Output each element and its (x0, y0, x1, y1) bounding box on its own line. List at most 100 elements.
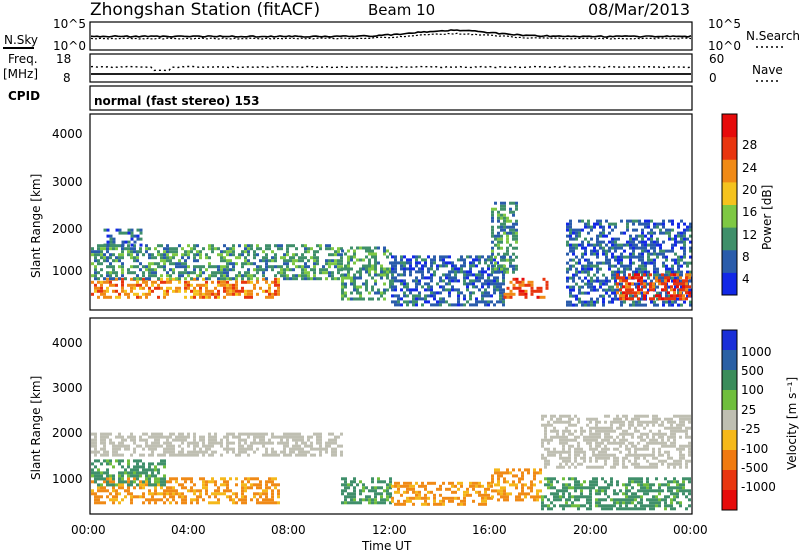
echo-cell (127, 292, 130, 296)
echo-cell (634, 465, 637, 469)
echo-cell (448, 481, 451, 485)
echo-cell (142, 453, 145, 457)
echo-cell (466, 300, 469, 304)
echo-cell (166, 489, 169, 493)
echo-cell (442, 258, 445, 262)
echo-cell (653, 246, 656, 250)
echo-cell (641, 291, 644, 295)
echo-cell (400, 273, 403, 277)
echo-cell (377, 480, 380, 484)
echo-cell (253, 250, 256, 254)
echo-cell (157, 477, 160, 481)
echo-cell (403, 294, 406, 298)
echo-cell (622, 435, 625, 439)
echo-cell (289, 244, 292, 248)
echo-cell (580, 429, 583, 433)
echo-cell (226, 274, 229, 278)
echo-cell (581, 285, 584, 289)
echo-cell (688, 504, 691, 508)
echo-cell (596, 270, 599, 274)
echo-cell (601, 507, 604, 511)
echo-cell (374, 273, 377, 277)
echo-cell (596, 243, 599, 247)
echo-cell (241, 250, 244, 254)
echo-cell (643, 456, 646, 460)
echo-cell (205, 286, 208, 290)
echo-cell (677, 297, 680, 301)
echo-cell (572, 264, 575, 268)
echo-cell (406, 261, 409, 265)
echo-cell (512, 468, 515, 472)
echo-cell (124, 240, 128, 244)
echo-cell (616, 501, 619, 505)
echo-cell (637, 297, 640, 301)
echo-cell (497, 219, 500, 223)
echo-cell (445, 300, 448, 304)
echo-cell (619, 288, 622, 292)
echo-cell (685, 462, 688, 466)
echo-cell (494, 483, 497, 487)
echo-cell (202, 453, 205, 457)
echo-cell (472, 499, 475, 503)
echo-cell (217, 277, 220, 281)
echo-cell (646, 498, 649, 502)
echo-cell (362, 489, 365, 493)
echo-cell (391, 279, 394, 283)
echo-cell (319, 277, 322, 281)
echo-cell (547, 450, 550, 454)
echo-cell (247, 259, 250, 263)
echo-cell (424, 276, 427, 280)
echo-cell (524, 468, 527, 472)
echo-cell (97, 295, 100, 299)
echo-cell (244, 498, 247, 502)
echo-cell (232, 268, 235, 272)
echo-cell (250, 262, 253, 266)
echo-cell (634, 492, 637, 496)
echo-cell (581, 246, 584, 250)
echo-cell (208, 435, 211, 439)
echo-cell (593, 225, 596, 229)
echo-cell (619, 501, 622, 505)
echo-cell (196, 274, 199, 278)
echo-cell (589, 504, 592, 508)
echo-cell (235, 492, 238, 496)
echo-cell (506, 498, 509, 502)
echo-cell (463, 258, 466, 262)
echo-cell (481, 493, 484, 497)
echo-cell (559, 417, 562, 421)
echo-cell (136, 444, 139, 448)
echo-cell (148, 453, 151, 457)
echo-cell (580, 483, 583, 487)
echo-cell (569, 222, 572, 226)
echo-cell (205, 256, 208, 260)
echo-cell (115, 289, 118, 293)
echo-cell (283, 271, 286, 275)
echo-cell (670, 498, 673, 502)
echo-cell (676, 489, 679, 493)
echo-cell (634, 447, 637, 451)
echo-cell (262, 435, 265, 439)
echo-cell (674, 261, 677, 265)
echo-cell (421, 273, 424, 277)
echo-cell (350, 246, 353, 250)
echo-cell (130, 498, 133, 502)
echo-cell (622, 498, 625, 502)
echo-cell (641, 249, 644, 253)
echo-cell (647, 219, 650, 223)
echo-cell (521, 292, 525, 296)
echo-cell (539, 286, 543, 290)
echo-cell (497, 270, 500, 274)
echo-cell (362, 486, 365, 490)
echo-cell (544, 504, 547, 508)
echo-cell (151, 256, 154, 260)
echo-cell (583, 453, 586, 457)
echo-cell (181, 495, 184, 499)
echo-cell (139, 247, 142, 251)
echo-cell (592, 432, 595, 436)
echo-cell (670, 426, 673, 430)
echo-cell (581, 252, 584, 256)
echo-cell (154, 498, 157, 502)
echo-cell (157, 462, 160, 466)
echo-cell (472, 303, 475, 307)
echo-cell (121, 480, 124, 484)
